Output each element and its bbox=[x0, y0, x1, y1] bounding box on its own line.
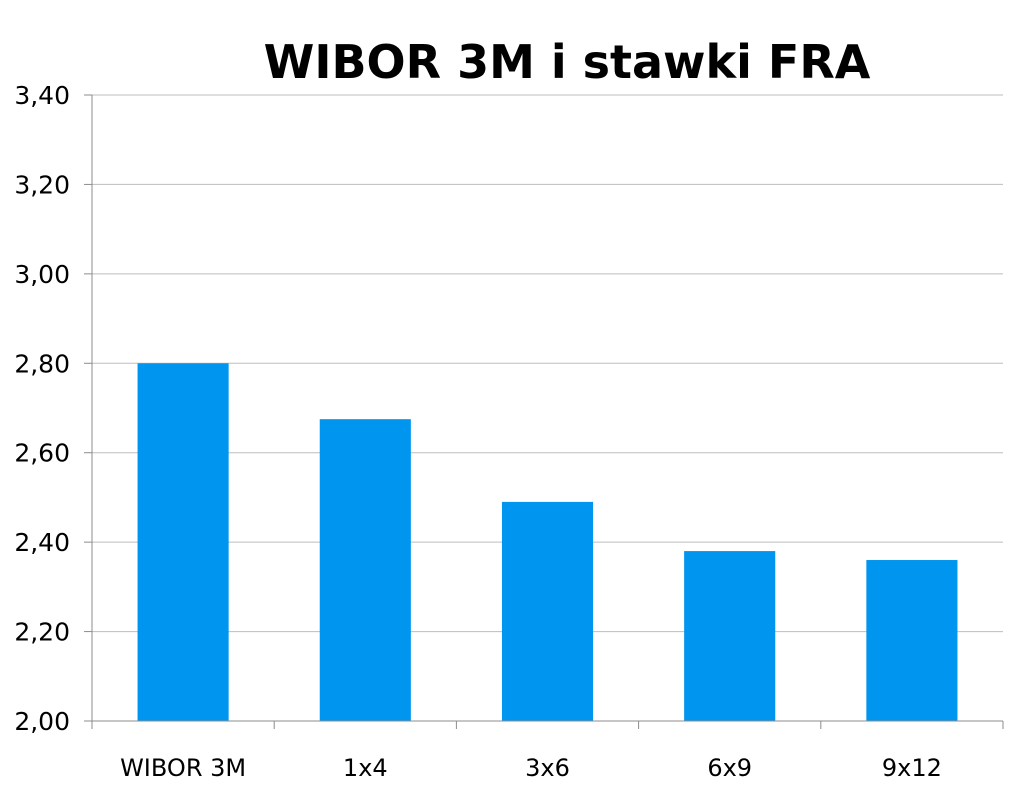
bars bbox=[137, 363, 958, 721]
y-tick-label: 2,20 bbox=[14, 618, 70, 647]
y-tick-label: 2,00 bbox=[14, 707, 70, 736]
y-axis-ticks: 2,00 2,20 2,40 2,60 2,80 3,00 3,20 3,40 bbox=[14, 81, 92, 736]
x-tick-label: WIBOR 3M bbox=[120, 754, 246, 782]
y-tick-label: 3,20 bbox=[14, 170, 70, 199]
chart-title: WIBOR 3M i stawki FRA bbox=[264, 35, 871, 89]
bar bbox=[501, 501, 594, 721]
x-tick-label: 3x6 bbox=[525, 754, 570, 782]
x-tick-label: 1x4 bbox=[343, 754, 388, 782]
x-tick-label: 9x12 bbox=[882, 754, 942, 782]
gridlines bbox=[92, 94, 1003, 633]
y-tick-label: 2,80 bbox=[14, 349, 70, 378]
axes bbox=[91, 95, 1003, 722]
x-axis-ticks: WIBOR 3M 1x4 3x6 6x9 9x12 bbox=[91, 721, 1004, 782]
y-tick-label: 3,40 bbox=[14, 81, 70, 110]
bar bbox=[137, 363, 229, 721]
y-tick-label: 2,40 bbox=[14, 528, 70, 557]
bar bbox=[684, 551, 776, 721]
y-tick-label: 2,60 bbox=[14, 439, 70, 468]
x-tick-label: 6x9 bbox=[707, 754, 752, 782]
bar bbox=[866, 560, 958, 721]
y-tick-label: 3,00 bbox=[14, 260, 70, 289]
bar bbox=[319, 419, 411, 721]
